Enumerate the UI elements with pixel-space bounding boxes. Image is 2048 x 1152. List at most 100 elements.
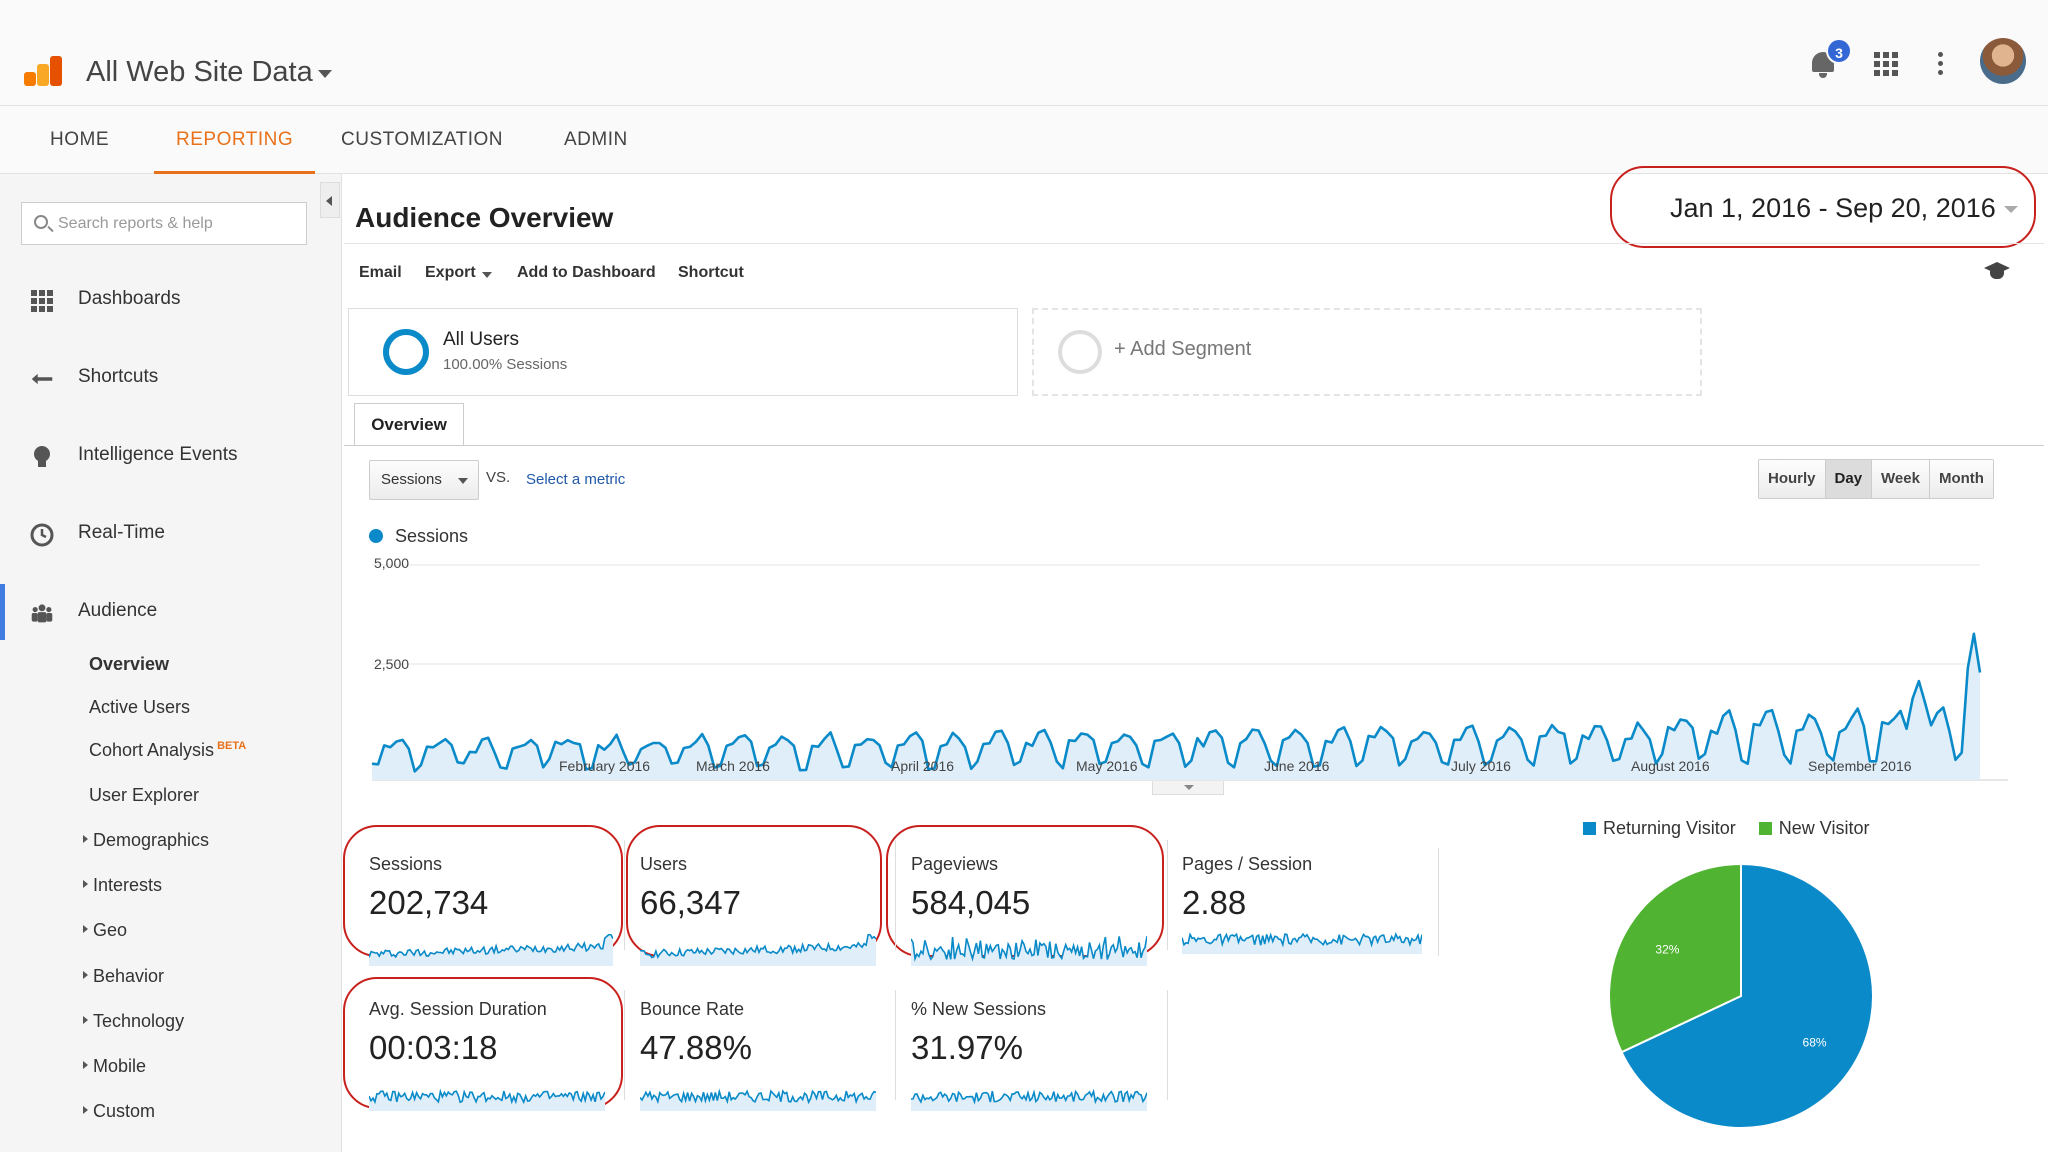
sidebar-sub-overview[interactable]: Overview bbox=[89, 654, 170, 674]
sparkline-line bbox=[369, 934, 613, 959]
clock-icon bbox=[30, 523, 54, 547]
metric-name: Bounce Rate bbox=[640, 999, 745, 1019]
metric-select-value: Sessions bbox=[381, 471, 442, 488]
top-header: All Web Site Data 3 bbox=[0, 0, 2048, 106]
sidebar-item-audience[interactable]: Audience bbox=[0, 584, 342, 640]
sidebar-sub-custom[interactable]: Custom bbox=[82, 1101, 156, 1121]
sparkline bbox=[640, 934, 876, 966]
sidebar-item-real-time[interactable]: Real-Time bbox=[0, 506, 342, 562]
chart-resize-handle[interactable] bbox=[1152, 781, 1224, 795]
caret-down-icon[interactable] bbox=[2004, 206, 2018, 213]
sidebar-sub-demographics[interactable]: Demographics bbox=[82, 830, 210, 850]
analytics-logo[interactable] bbox=[24, 52, 64, 86]
add-to-dashboard-button[interactable]: Add to Dashboard bbox=[517, 264, 656, 281]
shortcut-button[interactable]: Shortcut bbox=[678, 264, 744, 281]
property-selector[interactable]: All Web Site Data bbox=[86, 56, 313, 88]
scorecard-users[interactable]: Users 66,347 bbox=[620, 840, 888, 975]
week-button[interactable]: Week bbox=[1872, 460, 1930, 498]
sidebar-item-shortcuts[interactable]: Shortcuts bbox=[0, 350, 342, 406]
month-button[interactable]: Month bbox=[1929, 460, 1993, 498]
add-segment-label: + Add Segment bbox=[1114, 338, 1252, 360]
metric-name: Pages / Session bbox=[1182, 854, 1313, 874]
add-segment-button[interactable]: + Add Segment bbox=[1032, 308, 1702, 396]
sparkline-line bbox=[640, 934, 876, 959]
sessions-line bbox=[371, 632, 1982, 773]
sparkline-area bbox=[369, 934, 613, 966]
lightbulb-icon bbox=[34, 446, 50, 467]
sidebar-sub-technology[interactable]: Technology bbox=[82, 1011, 185, 1031]
sparkline bbox=[640, 1088, 876, 1111]
scorecard-sessions[interactable]: Sessions 202,734 bbox=[349, 840, 617, 975]
legend-swatch bbox=[1758, 822, 1772, 835]
metric-name: Users bbox=[640, 854, 688, 874]
tab-admin[interactable]: ADMIN bbox=[564, 129, 628, 150]
more-vert-icon[interactable] bbox=[1938, 52, 1944, 76]
sparkline bbox=[369, 934, 613, 966]
sidebar-collapse-button[interactable] bbox=[320, 182, 340, 218]
sparkline bbox=[911, 935, 1147, 966]
sidebar-sub-behavior[interactable]: Behavior bbox=[82, 966, 165, 986]
scorecard-bounce-rate[interactable]: Bounce Rate 47.88% bbox=[620, 985, 888, 1120]
tab-overview[interactable]: Overview bbox=[354, 403, 464, 446]
people-icon bbox=[31, 604, 53, 623]
segment-all-users[interactable]: All Users 100.00% Sessions bbox=[348, 308, 1018, 396]
visitor-type-pie-chart[interactable]: 68% 32% bbox=[1596, 860, 1886, 1132]
x-tick-label: June 2016 bbox=[1264, 758, 1330, 774]
metric-value: 584,045 bbox=[911, 884, 1031, 921]
sidebar-sub-user-explorer[interactable]: User Explorer bbox=[89, 785, 200, 805]
search-input[interactable] bbox=[58, 203, 298, 244]
email-button[interactable]: Email bbox=[359, 264, 402, 281]
export-button[interactable]: Export bbox=[425, 264, 476, 281]
avatar[interactable] bbox=[1980, 38, 2026, 84]
divider bbox=[624, 840, 625, 950]
sidebar-item-label: Real-Time bbox=[78, 522, 165, 543]
legend-label: Sessions bbox=[395, 526, 469, 546]
caret-down-icon[interactable] bbox=[318, 70, 332, 78]
date-range-picker[interactable]: Jan 1, 2016 - Sep 20, 2016 bbox=[1670, 193, 1996, 223]
y-tick-label: 2,500 bbox=[374, 656, 409, 672]
day-button[interactable]: Day bbox=[1825, 460, 1873, 498]
page-title: Audience Overview bbox=[355, 202, 614, 233]
sidebar-sub-interests[interactable]: Interests bbox=[82, 875, 163, 895]
tab-home[interactable]: HOME bbox=[50, 129, 109, 150]
metric-value: 2.88 bbox=[1182, 884, 1247, 921]
vs-label: VS. bbox=[486, 469, 511, 486]
scorecard-pageviews[interactable]: Pageviews 584,045 bbox=[891, 840, 1159, 975]
pie-slice-label: 68% bbox=[1803, 1036, 1827, 1050]
scorecard-new-sessions[interactable]: % New Sessions 31.97% bbox=[891, 985, 1159, 1120]
tab-reporting[interactable]: REPORTING bbox=[154, 106, 316, 174]
sidebar-sub-mobile[interactable]: Mobile bbox=[82, 1056, 147, 1076]
sidebar-sub-label: Cohort Analysis bbox=[89, 740, 215, 760]
sessions-line-chart[interactable]: 5,000 2,500 February 2016 March 2016 Apr… bbox=[360, 550, 2020, 800]
sidebar-sub-cohort-analysis[interactable]: Cohort Analysis BETA bbox=[89, 740, 246, 761]
pie-slice-returning-visitor[interactable] bbox=[1620, 862, 1874, 1129]
tab-customization[interactable]: CUSTOMIZATION bbox=[341, 129, 504, 150]
hourly-button[interactable]: Hourly bbox=[1759, 460, 1826, 498]
divider bbox=[1438, 848, 1439, 956]
metric-select[interactable]: Sessions bbox=[369, 460, 479, 500]
scorecard-pages-per-session[interactable]: Pages / Session 2.88 bbox=[1162, 840, 1430, 975]
segment-share: 100.00% Sessions bbox=[443, 356, 568, 373]
sidebar-sub-active-users[interactable]: Active Users bbox=[89, 697, 191, 717]
select-metric-link[interactable]: Select a metric bbox=[526, 471, 626, 488]
apps-grid-icon[interactable] bbox=[1874, 52, 1898, 76]
scorecard-avg-session-duration[interactable]: Avg. Session Duration 00:03:18 bbox=[349, 985, 617, 1120]
graduation-cap-icon[interactable] bbox=[1982, 262, 2012, 282]
metric-value: 47.88% bbox=[640, 1029, 752, 1066]
search-icon bbox=[34, 215, 48, 229]
divider bbox=[624, 990, 625, 1100]
sparkline-area bbox=[640, 1091, 876, 1111]
search-box[interactable] bbox=[21, 202, 307, 245]
divider bbox=[1167, 990, 1168, 1100]
sparkline-line bbox=[911, 935, 1147, 962]
metric-name: Pageviews bbox=[911, 854, 999, 874]
pie-slice-new-visitor[interactable] bbox=[1608, 862, 1742, 1054]
caret-down-icon[interactable] bbox=[482, 272, 492, 278]
x-tick-label: September 2016 bbox=[1808, 758, 1912, 774]
sidebar-sub-geo[interactable]: Geo bbox=[82, 920, 128, 940]
sidebar-item-label: Dashboards bbox=[78, 288, 181, 309]
sidebar-item-intelligence-events[interactable]: Intelligence Events bbox=[0, 428, 342, 484]
sidebar-item-dashboards[interactable]: Dashboards bbox=[0, 272, 342, 328]
metric-value: 31.97% bbox=[911, 1029, 1023, 1066]
shortcut-arrow-icon bbox=[31, 373, 53, 385]
